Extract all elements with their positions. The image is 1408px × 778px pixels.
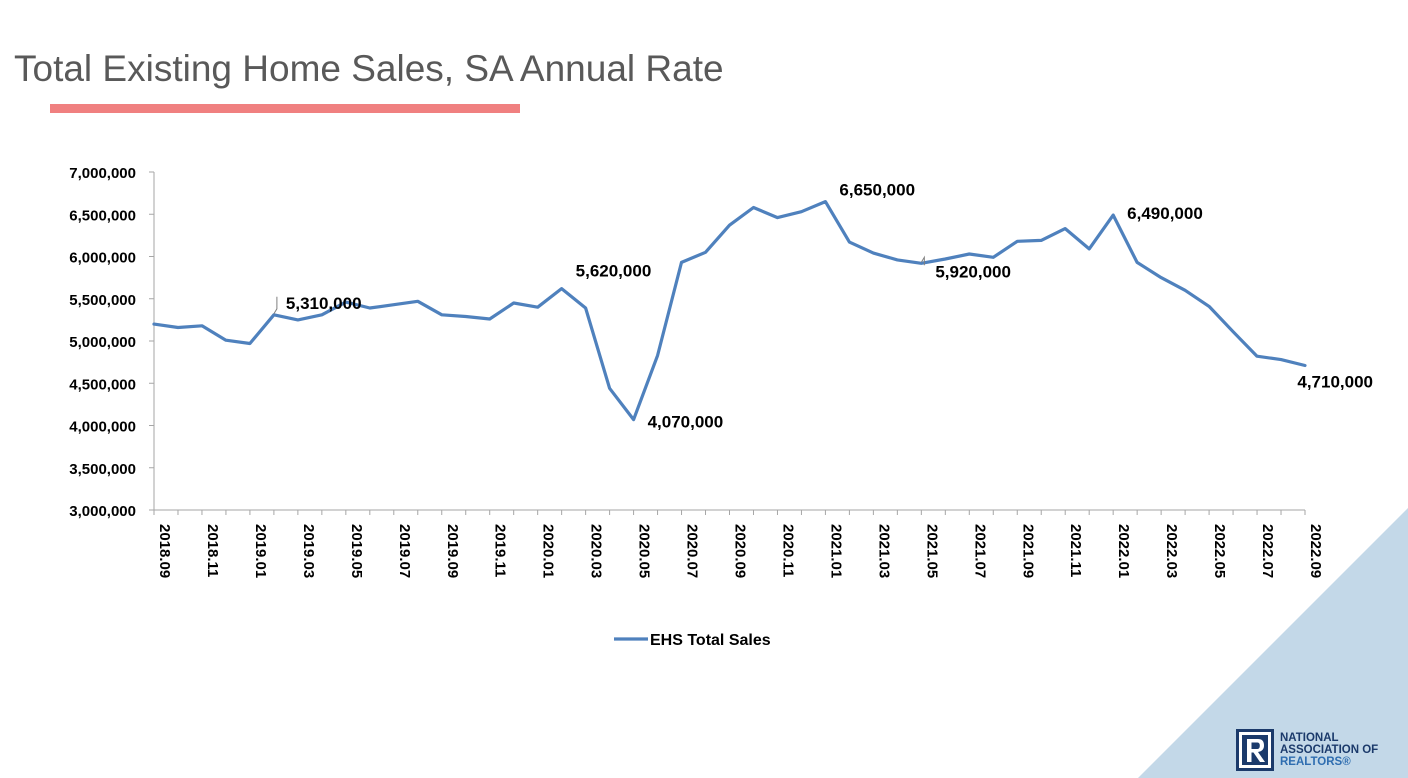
logo-line-2: ASSOCIATION OF — [1280, 744, 1379, 756]
nar-logo: NATIONAL ASSOCIATION OF REALTORS® — [1236, 729, 1378, 771]
y-tick-label: 4,000,000 — [69, 419, 136, 436]
y-tick-label: 6,000,000 — [69, 250, 136, 267]
x-tick-label: 2022.01 — [1115, 524, 1132, 578]
realtor-r-icon — [1236, 729, 1274, 771]
x-tick-label: 2019.07 — [396, 524, 413, 578]
y-tick-label: 7,000,000 — [69, 165, 136, 182]
x-tick-label: 2021.03 — [875, 524, 892, 578]
corner-triangle — [1138, 508, 1408, 778]
x-tick-label: 2019.09 — [444, 524, 461, 578]
data-label: 4,710,000 — [1297, 373, 1373, 392]
data-label: 4,070,000 — [648, 413, 724, 432]
x-tick-label: 2020.01 — [540, 524, 557, 578]
data-label: 6,490,000 — [1127, 204, 1203, 223]
x-tick-label: 2021.11 — [1067, 524, 1084, 577]
y-tick-label: 5,000,000 — [69, 334, 136, 351]
data-label-leader — [920, 255, 925, 266]
x-tick-label: 2020.03 — [588, 524, 605, 578]
data-label-leader — [273, 296, 278, 315]
data-label: 5,620,000 — [576, 262, 652, 281]
x-tick-label: 2021.05 — [923, 524, 940, 578]
x-tick-label: 2018.11 — [204, 524, 221, 577]
slide-title: Total Existing Home Sales, SA Annual Rat… — [14, 48, 724, 89]
y-tick-label: 5,500,000 — [69, 292, 136, 309]
title-underline — [50, 104, 520, 113]
x-tick-label: 2022.03 — [1163, 524, 1180, 578]
logo-text: NATIONAL ASSOCIATION OF REALTORS® — [1280, 732, 1378, 768]
data-label: 5,310,000 — [286, 294, 362, 313]
data-label: 6,650,000 — [839, 181, 915, 200]
y-tick-label: 3,000,000 — [69, 503, 136, 520]
x-tick-label: 2022.05 — [1211, 524, 1228, 578]
x-tick-label: 2018.09 — [156, 524, 173, 578]
x-tick-label: 2021.09 — [1019, 524, 1036, 578]
x-tick-label: 2019.11 — [492, 524, 509, 577]
x-tick-label: 2019.01 — [252, 524, 269, 578]
y-tick-label: 3,500,000 — [69, 461, 136, 478]
x-tick-label: 2020.07 — [684, 524, 701, 578]
x-tick-label: 2022.09 — [1307, 524, 1324, 578]
series-line-ehs-total-sales — [152, 200, 1307, 422]
x-tick-label: 2022.07 — [1259, 524, 1276, 578]
x-tick-label: 2020.11 — [779, 524, 796, 577]
x-tick-label: 2021.01 — [827, 524, 844, 578]
logo-line-3: REALTORS® — [1280, 756, 1351, 768]
y-tick-label: 4,500,000 — [69, 376, 136, 393]
x-tick-label: 2019.05 — [348, 524, 365, 578]
y-tick-label: 6,500,000 — [69, 207, 136, 224]
x-tick-label: 2019.03 — [300, 524, 317, 578]
x-tick-label: 2021.07 — [971, 524, 988, 578]
x-tick-label: 2020.05 — [636, 524, 653, 578]
legend-label: EHS Total Sales — [650, 632, 771, 649]
logo-line-1: NATIONAL — [1280, 732, 1339, 744]
x-tick-label: 2020.09 — [732, 524, 749, 578]
data-label: 5,920,000 — [935, 262, 1011, 281]
